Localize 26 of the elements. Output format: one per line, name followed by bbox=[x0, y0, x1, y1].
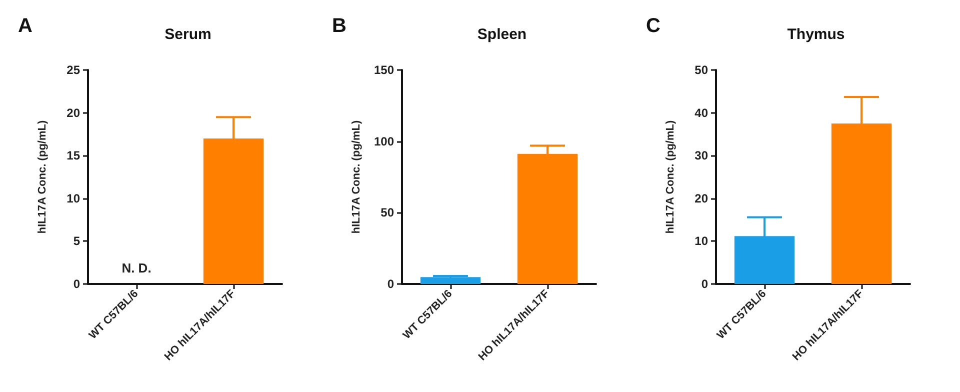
annotation: N. D. bbox=[122, 260, 152, 276]
y-tick-label: 150 bbox=[374, 63, 394, 77]
y-axis-title: hIL17A Conc. (pg/mL) bbox=[36, 120, 48, 234]
y-axis-title: hIL17A Conc. (pg/mL) bbox=[350, 120, 362, 234]
y-tick-label: 10 bbox=[66, 191, 80, 206]
chart-title: Spleen bbox=[477, 26, 527, 43]
chart-title: Thymus bbox=[787, 26, 845, 43]
y-tick-label: 10 bbox=[694, 234, 708, 248]
chart-title: Serum bbox=[164, 26, 212, 43]
y-tick-label: 20 bbox=[694, 191, 708, 206]
y-tick-label: 30 bbox=[694, 148, 708, 163]
y-tick-label: 0 bbox=[701, 277, 708, 291]
y-tick-label: 50 bbox=[380, 206, 394, 220]
y-tick-label: 0 bbox=[73, 277, 80, 291]
text: B bbox=[332, 15, 346, 37]
y-tick-label: 25 bbox=[66, 63, 80, 77]
text: A bbox=[18, 15, 32, 37]
y-axis-title: hIL17A Conc. (pg/mL) bbox=[664, 120, 676, 234]
y-tick-label: 40 bbox=[694, 106, 708, 120]
y-tick-label: 100 bbox=[374, 134, 394, 148]
y-tick-label: 5 bbox=[73, 234, 80, 248]
text: C bbox=[646, 15, 660, 37]
y-tick-label: 50 bbox=[694, 63, 708, 77]
y-tick-label: 0 bbox=[387, 277, 394, 291]
y-tick-label: 20 bbox=[66, 106, 80, 120]
y-tick-label: 15 bbox=[66, 148, 80, 163]
